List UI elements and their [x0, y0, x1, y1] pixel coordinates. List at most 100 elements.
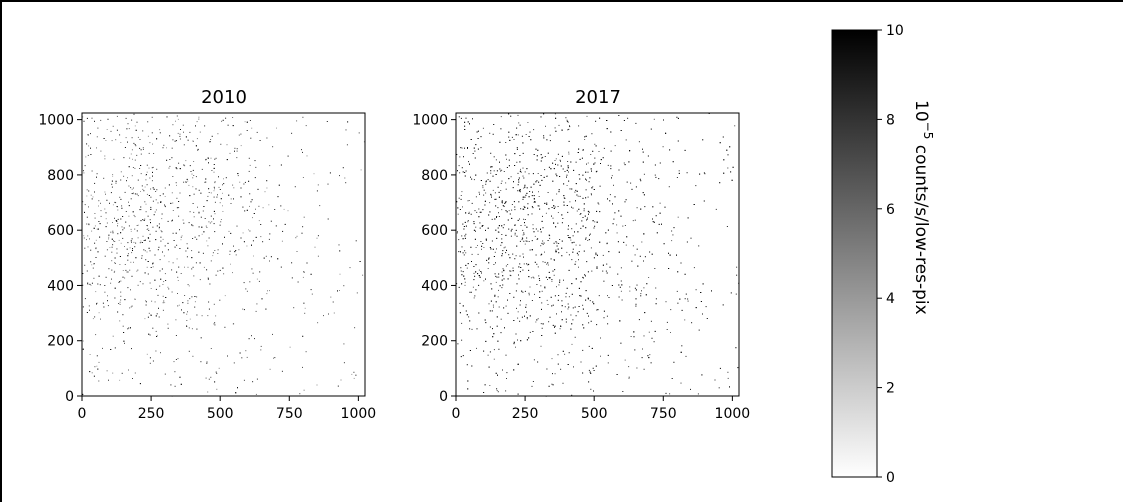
- heatmap-pixel: [112, 244, 114, 246]
- heatmap-pixel: [578, 251, 580, 253]
- heatmap-pixel: [522, 208, 524, 210]
- heatmap-pixel: [536, 238, 538, 240]
- heatmap-pixel: [567, 161, 569, 162]
- heatmap-pixel: [495, 281, 497, 283]
- heatmap-pixel: [87, 134, 89, 136]
- heatmap-pixel: [269, 233, 271, 235]
- heatmap-pixel: [631, 260, 633, 262]
- heatmap-pixel: [636, 367, 638, 369]
- heatmap-pixel: [134, 298, 136, 300]
- heatmap-pixel: [339, 273, 341, 275]
- heatmap-pixel: [501, 201, 503, 203]
- heatmap-pixel: [600, 355, 601, 357]
- heatmap-pixel: [548, 277, 550, 279]
- heatmap-pixel: [145, 174, 147, 176]
- heatmap-pixel: [172, 176, 174, 177]
- heatmap-pixel: [210, 376, 212, 378]
- x-ticks-2010: 0 250 500 750 1000: [78, 396, 376, 422]
- heatmap-pixel: [114, 257, 116, 259]
- heatmap-pixel: [497, 374, 498, 376]
- heatmap-pixel: [542, 240, 544, 242]
- heatmap-pixel: [459, 172, 461, 174]
- heatmap-pixel: [120, 280, 122, 282]
- heatmap-pixel: [535, 228, 537, 230]
- heatmap-pixel: [568, 237, 570, 238]
- heatmap-pixel: [131, 241, 132, 243]
- heatmap-pixel: [133, 214, 135, 216]
- colorbar-label-exponent: −5: [921, 122, 935, 140]
- heatmap-pixel: [552, 199, 554, 201]
- heatmap-pixel: [491, 310, 493, 312]
- heatmap-pixel: [496, 217, 497, 218]
- heatmap-pixel: [167, 286, 169, 288]
- heatmap-pixel: [515, 255, 517, 257]
- heatmap-pixel: [519, 320, 521, 322]
- heatmap-pixel: [568, 180, 570, 182]
- heatmap-pixel: [196, 138, 198, 140]
- heatmap-pixel: [462, 305, 464, 307]
- heatmap-pixel: [187, 139, 189, 141]
- heatmap-pixel: [502, 250, 504, 252]
- heatmap-pixel: [176, 115, 178, 117]
- heatmap-pixel: [525, 240, 527, 242]
- heatmap-pixel: [477, 245, 478, 246]
- heatmap-pixel: [297, 281, 299, 283]
- heatmap-pixel: [592, 367, 594, 369]
- heatmap-pixel: [185, 136, 187, 138]
- heatmap-pixel: [630, 336, 632, 337]
- heatmap-pixel: [470, 213, 472, 215]
- heatmap-pixel: [726, 149, 728, 151]
- heatmap-pixel: [558, 124, 560, 126]
- heatmap-pixel: [527, 122, 529, 123]
- heatmap-pixel: [123, 332, 125, 333]
- heatmap-pixel: [528, 292, 530, 294]
- heatmap-pixel: [543, 135, 545, 137]
- heatmap-pixel: [317, 235, 319, 237]
- heatmap-pixel: [147, 261, 149, 262]
- heatmap-pixel: [610, 150, 612, 152]
- heatmap-pixel: [193, 216, 195, 218]
- heatmap-pixel: [585, 197, 587, 199]
- heatmap-pixel: [497, 391, 499, 393]
- heatmap-pixel: [540, 116, 542, 118]
- heatmap-pixel: [127, 255, 129, 257]
- heatmap-pixel: [464, 121, 466, 123]
- heatmap-pixel: [567, 129, 569, 131]
- heatmap-pixel: [573, 169, 575, 171]
- heatmap-pixel: [520, 171, 522, 173]
- heatmap-pixel: [552, 304, 554, 306]
- heatmap-pixel: [560, 165, 562, 167]
- heatmap-pixel: [128, 205, 130, 207]
- heatmap-pixel: [511, 209, 513, 211]
- heatmap-pixel: [598, 203, 600, 205]
- heatmap-pixel: [457, 170, 458, 172]
- heatmap-pixel: [155, 330, 157, 332]
- heatmap-pixel: [112, 175, 114, 177]
- heatmap-pixel: [498, 191, 500, 193]
- heatmap-pixel: [698, 329, 700, 331]
- heatmap-pixel: [558, 191, 560, 193]
- heatmap-pixel: [115, 139, 117, 141]
- heatmap-pixel: [196, 238, 198, 240]
- heatmap-pixel: [523, 232, 525, 234]
- heatmap-pixel: [519, 255, 521, 257]
- heatmap-pixel: [575, 223, 577, 225]
- heatmap-pixel: [500, 318, 502, 320]
- heatmap-pixel: [222, 184, 223, 186]
- heatmap-pixel: [471, 328, 473, 330]
- heatmap-pixel: [177, 280, 179, 281]
- heatmap-pixel: [606, 243, 608, 245]
- heatmap-pixel: [214, 250, 216, 251]
- heatmap-pixel: [636, 367, 638, 369]
- heatmap-pixel: [545, 212, 547, 214]
- heatmap-pixel: [533, 201, 535, 203]
- heatmap-pixel: [209, 222, 211, 224]
- heatmap-pixel: [189, 195, 191, 197]
- heatmap-pixel: [553, 259, 555, 261]
- heatmap-pixel: [533, 154, 535, 155]
- heatmap-pixel: [505, 182, 507, 184]
- heatmap-pixel: [599, 117, 601, 119]
- heatmap-pixel: [605, 232, 607, 234]
- heatmap-pixel: [152, 200, 154, 202]
- heatmap-pixel: [537, 318, 539, 320]
